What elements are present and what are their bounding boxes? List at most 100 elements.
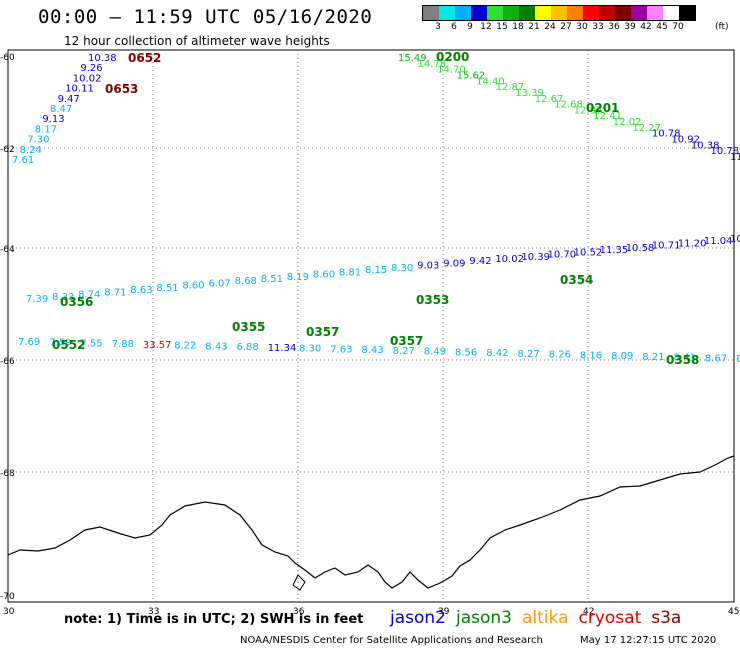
legend-swatch [631,6,647,20]
generation-timestamp: May 17 12:27:15 UTC 2020 [580,635,717,646]
legend-label: 42 [640,22,652,32]
wave-height-value: 10.02 [495,254,524,265]
wave-height-value: 7.69 [18,337,40,348]
satellite-s3a: s3a [651,608,682,628]
wave-height-value: 10.02 [73,73,102,84]
wave-height-value: 8.67 [705,353,727,364]
legend-label: 21 [528,22,540,32]
wave-height-value: 8.60 [182,281,204,292]
wave-height-value: 15.62 [457,71,486,82]
pass-time-label: 0355 [232,320,265,334]
wave-height-value: 9.42 [469,256,491,267]
legend-label: 15 [496,22,508,32]
y-tick-label: -64 [0,245,15,255]
legend-label: 33 [592,22,604,32]
wave-height-value: 33.57 [143,340,172,351]
wave-height-value: 8.16 [580,350,602,361]
legend-swatch [487,6,503,20]
wave-height-value: 8.27 [393,346,415,357]
wave-height-value: 8.71 [104,287,126,298]
wave-height-value: 12.41 [593,111,622,122]
wave-height-value: 8.09 [611,351,633,362]
legend-label: 12 [480,22,492,32]
wave-height-value: 8.30 [299,344,321,355]
wave-height-value: 8.74 [78,290,100,301]
wave-height-value: 7.88 [112,339,134,350]
wave-height-value: 8.49 [424,347,446,358]
wave-height-value: 10.39 [521,252,550,263]
legend-label: 24 [544,22,556,32]
wave-height-value: 10.58 [626,243,655,254]
x-tick-label: 30 [3,607,15,617]
legend-label: 70 [672,22,684,32]
chart-title: 00:00 – 11:59 UTC 05/16/2020 [38,6,373,28]
wave-height-value: 7.63 [330,344,352,355]
wave-height-value: 11.31 [730,152,740,163]
wave-height-value: 8.17 [35,124,57,135]
legend-swatch [519,6,535,20]
x-tick-label: 33 [148,607,159,617]
wave-height-value: 12.87 [496,82,525,93]
legend-swatch [423,6,439,20]
map-frame [7,49,735,603]
graticule [8,50,734,602]
pass-time-label: 0552 [52,338,85,352]
x-tick-label: 45 [728,607,739,617]
satellite-altika: altika [522,608,569,628]
pass-time-label: 0200 [436,50,469,64]
x-tick-label: 39 [438,607,450,617]
wave-height-value: 14.70 [437,65,466,76]
pass-time-label: 0354 [560,273,593,287]
wave-height-value: 9.09 [443,258,465,269]
legend-unit: (ft) [715,22,729,32]
wave-height-value: 8.33 [52,292,74,303]
wave-height-value: 12.67 [535,94,564,105]
satellite-jason3: jason3 [456,608,512,628]
x-tick-label: 36 [293,607,305,617]
wave-height-value: 7.55 [80,339,102,350]
wave-height-value: 8.27 [518,349,540,360]
wave-height-value: 12.02 [613,117,642,128]
wave-height-value: 8.43 [361,345,383,356]
pass-time-label: 0353 [416,293,449,307]
wave-height-value: 7.61 [12,155,34,166]
legend-swatch [439,6,455,20]
wave-height-value: 8.22 [174,341,196,352]
wave-height-value: 8.68 [235,276,257,287]
wave-height-value: 8.70 [736,354,740,365]
wave-height-value: 11.04 [704,236,733,247]
wave-height-value: 8.51 [261,274,283,285]
wave-height-value: 8.24 [20,145,42,156]
wave-height-value: 9.03 [417,261,439,272]
wave-height-values: 10.389.2610.0210.119.478.479.138.177.308… [12,53,740,365]
wave-height-value: 10.78 [652,129,681,140]
legend-swatch [599,6,615,20]
wave-height-value: 8.81 [339,267,361,278]
pass-time-label: 0357 [306,325,339,339]
y-tick-label: -70 [0,592,15,602]
footer-note: note: 1) Time is in UTC; 2) SWH is in fe… [64,612,364,627]
wave-height-value: 14.78 [418,59,447,70]
wave-height-value: 8.43 [205,341,227,352]
wave-height-value: 8.56 [455,347,477,358]
wave-height-value: 14.40 [476,76,505,87]
wave-height-value: 15.49 [398,53,427,64]
wave-height-value: 10.78 [711,146,740,157]
wave-height-value: 11.34 [268,343,297,354]
wave-height-value: 9.26 [80,63,102,74]
wave-height-value: 10.71 [652,241,681,252]
coastline [7,455,735,589]
wave-height-value: 7.30 [27,135,49,146]
legend-swatch [679,6,695,20]
legend-swatch [567,6,583,20]
pass-time-label: 0201 [586,101,619,115]
y-tick-label: -66 [0,357,15,367]
wave-height-value: 8.15 [365,265,387,276]
wave-height-value: 6.07 [209,278,231,289]
wave-height-value: 10.38 [691,140,720,151]
wave-height-value: 13.39 [515,88,544,99]
legend-labels: (ft) 3 6 9 12 15 18 21 24 27 30 33 36 39 42 45 70 [422,21,728,35]
pass-time-label: 0356 [60,295,93,309]
wave-height-value: 7.39 [26,294,48,305]
